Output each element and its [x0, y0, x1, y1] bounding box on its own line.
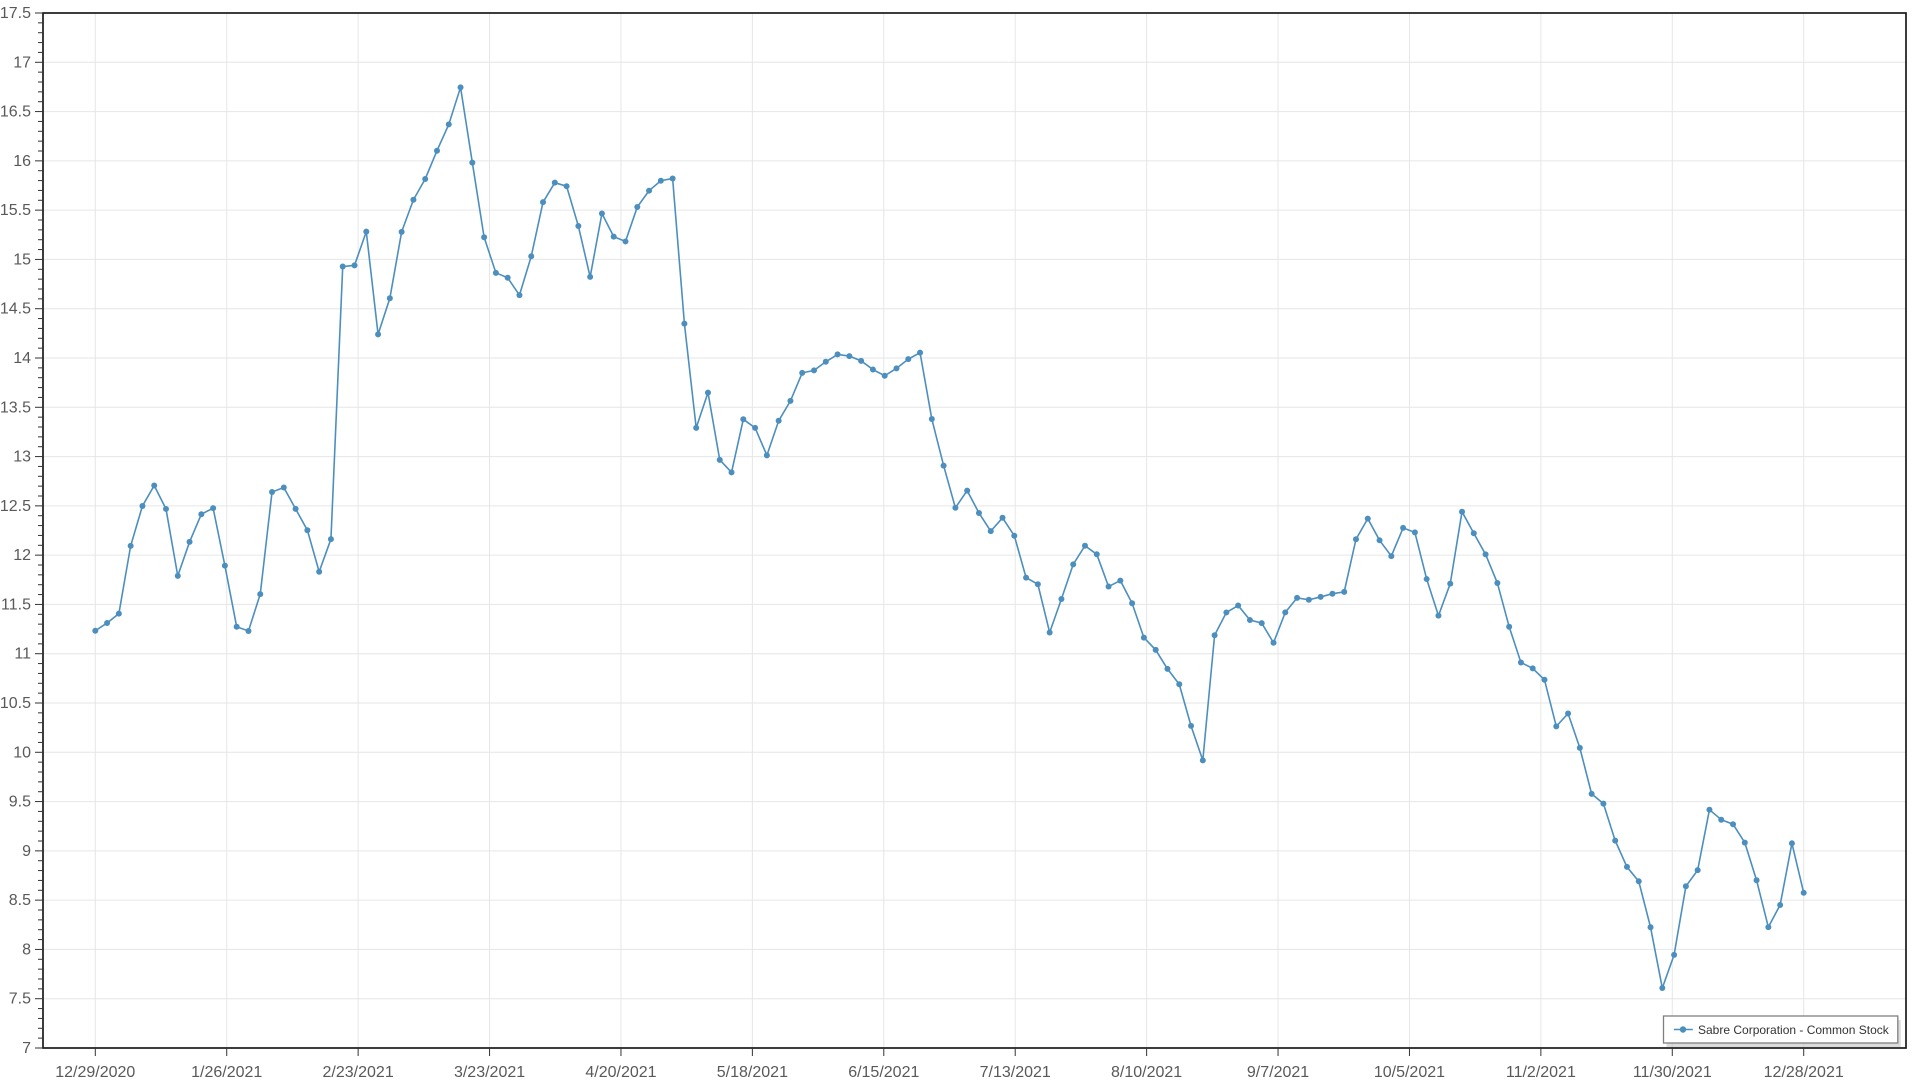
- svg-text:5/18/2021: 5/18/2021: [717, 1064, 788, 1080]
- svg-text:12/29/2020: 12/29/2020: [55, 1064, 135, 1080]
- svg-text:3/23/2021: 3/23/2021: [454, 1064, 525, 1080]
- svg-text:12.5: 12.5: [0, 498, 31, 515]
- svg-text:10/5/2021: 10/5/2021: [1374, 1064, 1445, 1080]
- svg-text:8/10/2021: 8/10/2021: [1111, 1064, 1182, 1080]
- svg-text:2/23/2021: 2/23/2021: [323, 1064, 394, 1080]
- svg-text:7: 7: [22, 1040, 31, 1057]
- svg-text:15.5: 15.5: [0, 202, 31, 219]
- svg-text:6/15/2021: 6/15/2021: [848, 1064, 919, 1080]
- svg-text:1/26/2021: 1/26/2021: [191, 1064, 262, 1080]
- svg-text:7/13/2021: 7/13/2021: [980, 1064, 1051, 1080]
- svg-text:16.5: 16.5: [0, 104, 31, 121]
- svg-text:11/2/2021: 11/2/2021: [1506, 1064, 1576, 1080]
- svg-text:14.5: 14.5: [0, 301, 31, 318]
- svg-text:13.5: 13.5: [0, 399, 31, 416]
- svg-text:11.5: 11.5: [1, 596, 31, 613]
- svg-text:17: 17: [13, 54, 31, 71]
- svg-text:10: 10: [13, 744, 31, 761]
- svg-text:12: 12: [13, 547, 31, 564]
- svg-text:14: 14: [13, 350, 31, 367]
- svg-text:4/20/2021: 4/20/2021: [585, 1064, 656, 1080]
- svg-text:11: 11: [14, 646, 31, 663]
- svg-text:9/7/2021: 9/7/2021: [1247, 1064, 1309, 1080]
- svg-text:15: 15: [13, 251, 31, 268]
- svg-text:16: 16: [13, 153, 31, 170]
- svg-text:13: 13: [13, 449, 31, 466]
- svg-text:12/28/2021: 12/28/2021: [1764, 1064, 1844, 1080]
- svg-text:10.5: 10.5: [0, 695, 31, 712]
- svg-text:9.5: 9.5: [9, 794, 31, 811]
- svg-text:17.5: 17.5: [0, 5, 31, 22]
- svg-text:8: 8: [22, 941, 31, 958]
- svg-text:11/30/2021: 11/30/2021: [1633, 1064, 1712, 1080]
- svg-text:7.5: 7.5: [9, 991, 31, 1008]
- svg-text:9: 9: [22, 843, 31, 860]
- svg-text:8.5: 8.5: [9, 892, 31, 909]
- svg-text:Sabre Corporation - Common Sto: Sabre Corporation - Common Stock: [1698, 1023, 1890, 1037]
